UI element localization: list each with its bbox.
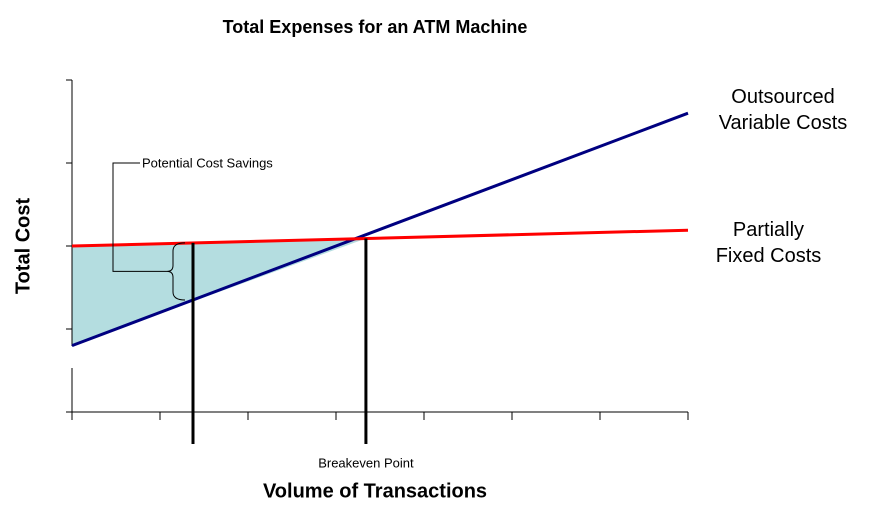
series-line xyxy=(71,228,689,248)
savings-area xyxy=(72,238,366,346)
leader-line xyxy=(112,162,167,272)
x-axis-label: Volume of Transactions xyxy=(263,480,487,502)
annotation: Breakeven Point xyxy=(318,455,414,470)
y-axis-label: Total Cost xyxy=(12,198,34,295)
series-label: Outsourced Variable Costs xyxy=(718,86,848,134)
annotation: Potential Cost Savings xyxy=(142,155,273,170)
plot-area: Potential Cost Savings Breakeven Point xyxy=(66,79,689,470)
chart-title: Total Expenses for an ATM Machine xyxy=(223,17,528,37)
series-line xyxy=(71,111,689,348)
series-label: Partially Fixed Costs xyxy=(715,219,822,267)
